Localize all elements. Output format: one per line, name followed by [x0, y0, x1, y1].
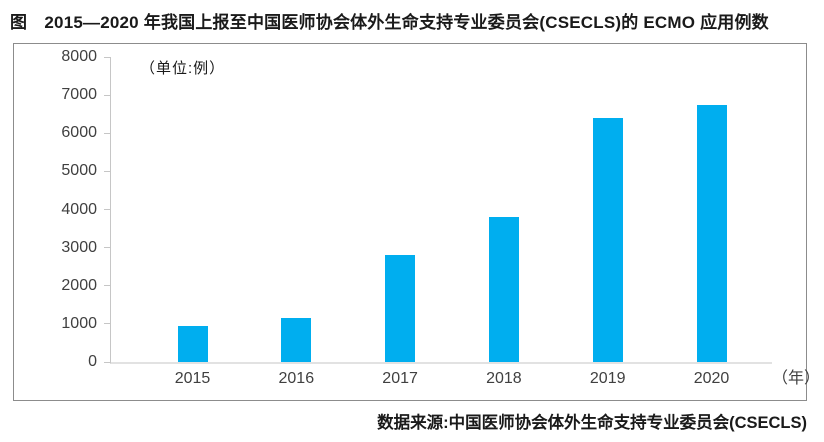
y-axis-tick — [104, 323, 111, 325]
figure-title: 图 2015—2020 年我国上报至中国医师协会体外生命支持专业委员会(CSEC… — [10, 13, 769, 32]
y-tick-label-6000: 6000 — [61, 124, 97, 142]
chart-container: （单位:例） 0 1000 2000 3000 4000 5000 6000 7000 8000… — [13, 43, 820, 401]
unit-label: （单位:例） — [140, 60, 226, 77]
y-axis-tick — [104, 285, 111, 287]
x-tick-label-2017: 2017 — [382, 370, 418, 387]
y-axis-tick — [104, 132, 111, 134]
y-axis-tick — [104, 56, 111, 58]
y-axis-tick — [104, 170, 111, 172]
x-tick-label-2015: 2015 — [174, 370, 211, 387]
bar-2018 — [488, 217, 519, 362]
y-tick-label-2000: 2000 — [61, 276, 97, 294]
y-tick-label-1000: 1000 — [61, 314, 97, 332]
plot-area: 0 1000 2000 3000 4000 5000 6000 7000 8000 2015 201… — [61, 48, 772, 387]
x-axis-unit-label: （年） — [772, 370, 821, 387]
y-axis-tick — [104, 247, 111, 249]
x-tick-label-2019: 2019 — [589, 370, 626, 387]
y-tick-label-4000: 4000 — [61, 200, 97, 218]
y-axis-tick — [104, 94, 111, 96]
y-tick-label-8000: 8000 — [61, 48, 97, 65]
data-source: 数据来源:中国医师协会体外生命支持专业委员会(CSECLS) — [377, 414, 807, 432]
bar-2020 — [696, 104, 727, 362]
y-tick-label-3000: 3000 — [61, 238, 97, 256]
y-axis-tick — [104, 361, 111, 363]
bar-2017 — [385, 255, 416, 362]
y-tick-label-7000: 7000 — [61, 86, 97, 104]
x-tick-label-2018: 2018 — [486, 370, 522, 387]
bar-2019 — [592, 118, 623, 362]
y-tick-label-5000: 5000 — [61, 162, 97, 180]
x-tick-label-2016: 2016 — [278, 370, 315, 387]
y-axis-tick — [104, 209, 111, 210]
y-tick-label-0: 0 — [88, 353, 97, 370]
bar-2015 — [177, 325, 208, 362]
x-tick-label-2020: 2020 — [693, 370, 730, 387]
bar-2016 — [281, 318, 312, 362]
